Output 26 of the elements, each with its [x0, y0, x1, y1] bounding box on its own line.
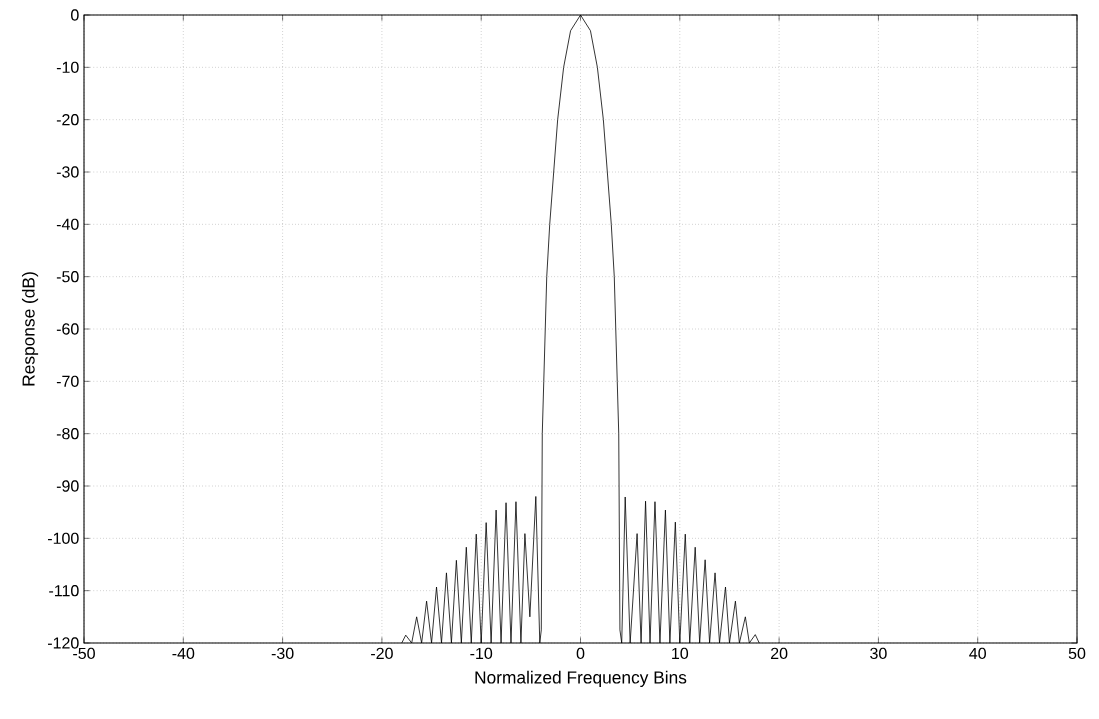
x-tick-label: 10: [672, 647, 689, 660]
x-tick-label: 0: [576, 647, 585, 660]
x-tick-label: 20: [771, 647, 788, 660]
x-tick-label: -40: [172, 647, 195, 660]
y-tick-label: -40: [56, 218, 79, 230]
y-axis-title: Response (dB): [21, 272, 39, 386]
x-tick-label: 50: [1068, 647, 1086, 660]
x-tick-label: 30: [870, 647, 887, 660]
x-tick-label: -20: [371, 647, 393, 660]
y-tick-label: -20: [56, 114, 79, 126]
x-tick-label: 40: [969, 647, 986, 660]
y-tick-label: -70: [56, 375, 79, 387]
x-tick-label: -10: [470, 647, 493, 660]
y-tick-label: -60: [56, 323, 79, 335]
y-tick-label: 0: [71, 9, 79, 21]
y-tick-label: -110: [49, 585, 79, 597]
x-axis-title: Normalized Frequency Bins: [475, 670, 687, 688]
y-tick-label: -120: [47, 637, 79, 649]
x-tick-label: -30: [271, 647, 294, 660]
y-tick-label: -10: [56, 61, 79, 73]
y-tick-label: -30: [56, 166, 79, 178]
y-tick-label: -50: [56, 271, 79, 283]
y-tick-label: -80: [56, 428, 79, 440]
x-tick-label: -50: [73, 647, 95, 660]
y-tick-label: -100: [47, 532, 79, 544]
y-tick-label: -90: [56, 480, 79, 492]
